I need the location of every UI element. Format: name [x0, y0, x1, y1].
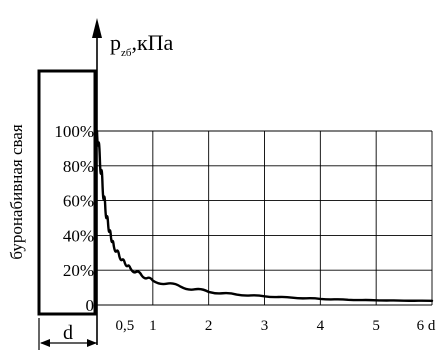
y-tick-label: 80% [63, 157, 94, 176]
x-tick-label: 2 [205, 318, 213, 334]
y-tick-label: 0 [86, 296, 95, 315]
pile-width-label: d [63, 322, 73, 344]
pile-label: буронабивная свая [7, 124, 26, 260]
x-tick-label: 5 [372, 318, 380, 334]
x-tick-label: 6 d [417, 318, 436, 334]
chart-title: pzб,кПа [110, 30, 174, 59]
dim-arrow-right [87, 339, 97, 347]
grid [97, 130, 433, 306]
labels: 0 20% 40% 60% 80% 100% 0,5 1 2 3 4 5 6 d pzб,кПа бурон… [7, 30, 436, 350]
x-tick-label: 4 [317, 318, 325, 334]
x-tick-label: 0,5 [116, 318, 135, 334]
pile-outline [37, 69, 97, 316]
stress-curve [95, 129, 434, 303]
y-tick-label: 40% [63, 226, 94, 245]
axes [92, 18, 102, 345]
dim-arrow-left [40, 339, 50, 347]
curve-layer [95, 129, 434, 303]
y-axis-arrow [92, 18, 102, 38]
y-tick-label: 60% [63, 192, 94, 211]
pile-diagram [37, 69, 97, 316]
x-tick-label: 1 [149, 318, 157, 334]
y-tick-label: 20% [63, 261, 94, 280]
y-tick-label: 100% [54, 122, 94, 141]
x-tick-label: 3 [261, 318, 269, 334]
